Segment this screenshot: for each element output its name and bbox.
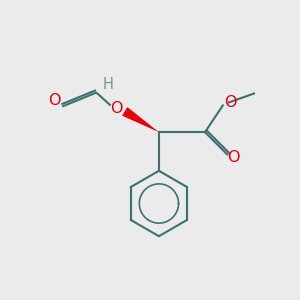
Polygon shape (122, 107, 159, 132)
Text: O: O (110, 101, 123, 116)
Text: O: O (228, 150, 240, 165)
Text: O: O (48, 93, 60, 108)
Text: H: H (103, 76, 114, 92)
Text: O: O (224, 95, 236, 110)
